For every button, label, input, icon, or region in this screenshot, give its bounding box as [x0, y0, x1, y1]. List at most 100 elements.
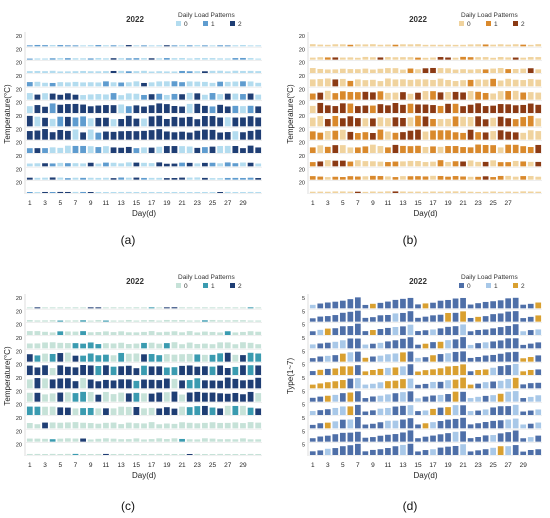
- data-bar: [354, 338, 361, 349]
- data-bar: [141, 147, 147, 153]
- data-bar: [72, 71, 79, 73]
- data-bar: [520, 161, 527, 167]
- data-bar: [309, 331, 316, 335]
- data-bar: [339, 91, 346, 100]
- data-bar: [362, 371, 369, 375]
- data-bar: [422, 91, 429, 100]
- data-bar: [133, 307, 140, 309]
- y-tick-label: 5: [302, 389, 305, 395]
- data-bar: [475, 396, 481, 402]
- data-bar: [232, 45, 239, 47]
- data-bar: [452, 339, 459, 349]
- data-bar: [202, 192, 208, 193]
- data-bar: [163, 367, 170, 375]
- data-bar: [354, 118, 361, 127]
- data-bar: [527, 357, 534, 362]
- data-bar: [224, 454, 231, 455]
- data-bar: [240, 438, 246, 442]
- data-bar: [392, 103, 399, 113]
- data-bar: [475, 357, 481, 362]
- data-bar: [324, 78, 331, 87]
- data-bar: [202, 454, 208, 455]
- data-bar: [407, 418, 414, 429]
- data-bar: [467, 438, 474, 442]
- data-bar: [407, 103, 414, 113]
- data-bar: [332, 381, 339, 389]
- data-bar: [64, 145, 71, 153]
- data-bar: [370, 410, 376, 415]
- data-bar: [34, 163, 41, 167]
- data-bar: [400, 92, 406, 100]
- data-bar: [520, 371, 527, 375]
- data-bar: [57, 407, 64, 415]
- data-bar: [255, 365, 262, 375]
- data-bar: [179, 58, 185, 60]
- data-bar: [362, 132, 369, 140]
- data-bar: [422, 423, 429, 429]
- data-bar: [392, 420, 399, 429]
- data-bar: [407, 57, 414, 60]
- data-bar: [255, 94, 262, 100]
- data-bar: [95, 105, 102, 113]
- data-bar: [324, 160, 331, 167]
- data-bar: [527, 44, 534, 47]
- data-bar: [482, 395, 489, 402]
- x-tick-label: 17: [148, 200, 156, 207]
- data-bar: [512, 44, 519, 47]
- data-bar: [156, 71, 163, 73]
- data-bar: [385, 131, 391, 140]
- data-bar: [467, 304, 474, 309]
- x-tick-label: 27: [505, 462, 513, 469]
- data-bar: [512, 132, 519, 140]
- data-bar: [72, 381, 79, 389]
- data-bar: [125, 71, 132, 73]
- x-tick-label: 3: [43, 462, 47, 469]
- data-bar: [354, 106, 361, 113]
- data-bar: [163, 439, 170, 442]
- data-bar: [445, 312, 451, 322]
- data-bar: [26, 392, 33, 402]
- data-bar: [49, 332, 56, 335]
- data-bar: [332, 191, 339, 193]
- data-bar: [110, 147, 117, 153]
- legend-swatch: [203, 283, 208, 288]
- data-bar: [133, 93, 140, 100]
- data-bar: [26, 131, 33, 140]
- data-bar: [490, 44, 497, 47]
- data-bar: [34, 177, 41, 180]
- data-bar: [186, 146, 193, 153]
- data-bar: [490, 447, 497, 455]
- data-bar: [437, 92, 444, 100]
- data-bar: [240, 394, 246, 402]
- data-bar: [482, 145, 489, 153]
- data-bar: [520, 424, 527, 429]
- x-tick-label: 9: [371, 200, 375, 207]
- data-bar: [179, 106, 185, 113]
- data-bar: [125, 454, 132, 455]
- data-bar: [87, 365, 94, 375]
- data-bar: [452, 176, 459, 180]
- data-bar: [110, 131, 117, 140]
- data-bar: [385, 367, 391, 375]
- data-bar: [103, 177, 109, 180]
- data-bar: [57, 71, 64, 73]
- data-bar: [156, 103, 163, 113]
- data-bar: [347, 80, 354, 87]
- data-bar: [240, 57, 246, 60]
- data-bar: [95, 177, 102, 180]
- data-bar: [437, 354, 444, 362]
- data-bar: [512, 191, 519, 193]
- data-bar: [186, 162, 193, 167]
- x-tick-label: 25: [209, 200, 217, 207]
- data-bar: [171, 81, 178, 87]
- data-bar: [445, 394, 451, 402]
- data-bar: [445, 161, 451, 167]
- data-bar: [34, 331, 41, 335]
- data-bar: [232, 439, 239, 442]
- data-bar: [224, 132, 231, 140]
- data-bar: [163, 343, 170, 349]
- data-bar: [125, 115, 132, 127]
- data-bar: [505, 118, 512, 127]
- data-bar: [141, 177, 147, 180]
- data-bar: [482, 44, 489, 47]
